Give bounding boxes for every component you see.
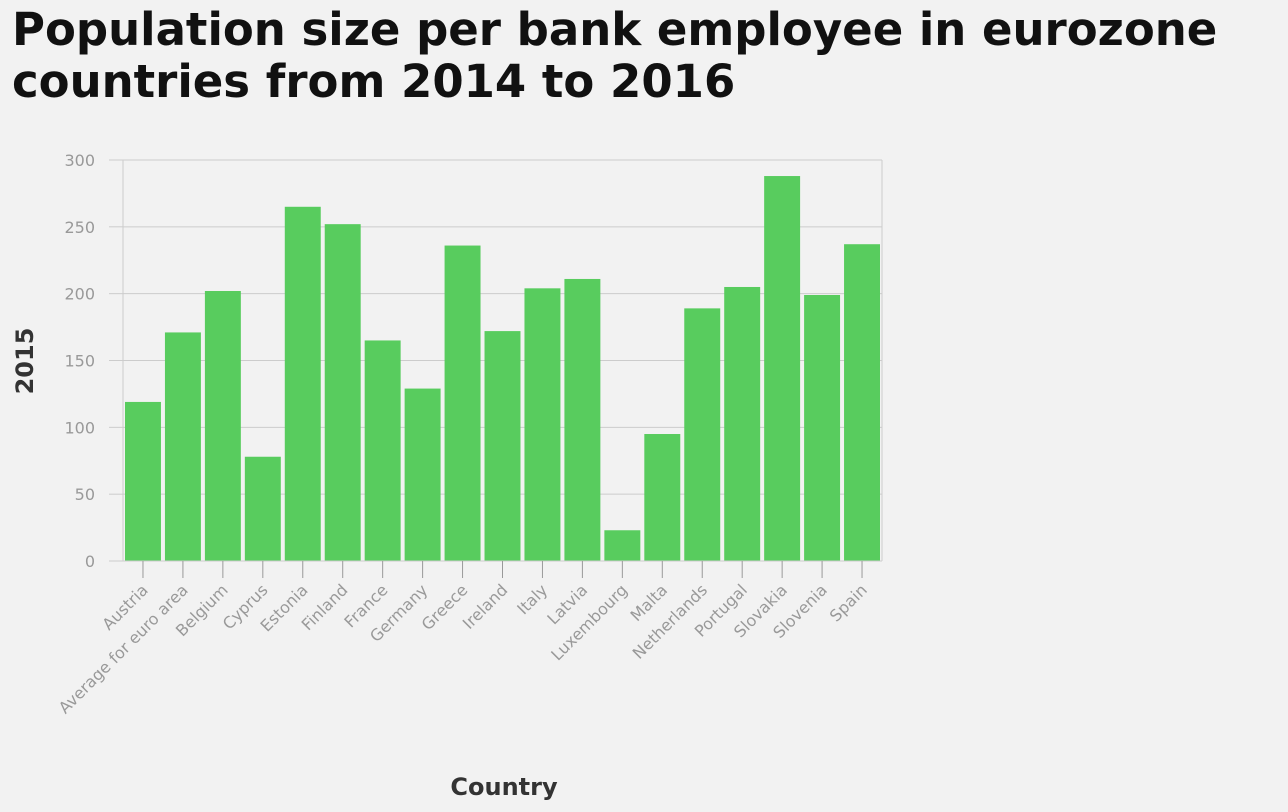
y-tick-label: 100 [64,418,95,437]
bars [124,176,881,562]
y-tick-label: 150 [64,352,95,371]
bar [804,295,841,561]
x-tick-label: Spain [826,580,871,625]
y-axis-title: 2015 [11,328,39,395]
bar [324,224,361,561]
bar [244,456,281,561]
bar [284,206,321,562]
bar [764,176,801,562]
bar [444,245,481,561]
y-tick-label: 300 [64,151,95,170]
x-tick-label: Ireland [459,580,512,633]
bar [564,278,601,561]
bar [204,290,241,561]
bar [484,331,521,561]
y-tick-label: 200 [64,285,95,304]
bar [844,244,881,561]
bar [684,308,721,561]
bar [164,332,201,561]
bar [124,401,161,561]
bar [404,388,441,561]
bar [524,288,561,561]
y-axis-ticks: 0 50 100 150 200 250 300 [64,151,123,571]
bar [724,286,761,561]
bar [364,340,401,561]
x-axis-title: Country [450,773,558,801]
bar [644,434,681,561]
bar [604,530,641,561]
y-tick-label: 50 [75,485,95,504]
y-tick-label: 250 [64,218,95,237]
chart-title: Population size per bank employee in eur… [12,3,1218,108]
y-tick-label: 0 [85,552,95,571]
